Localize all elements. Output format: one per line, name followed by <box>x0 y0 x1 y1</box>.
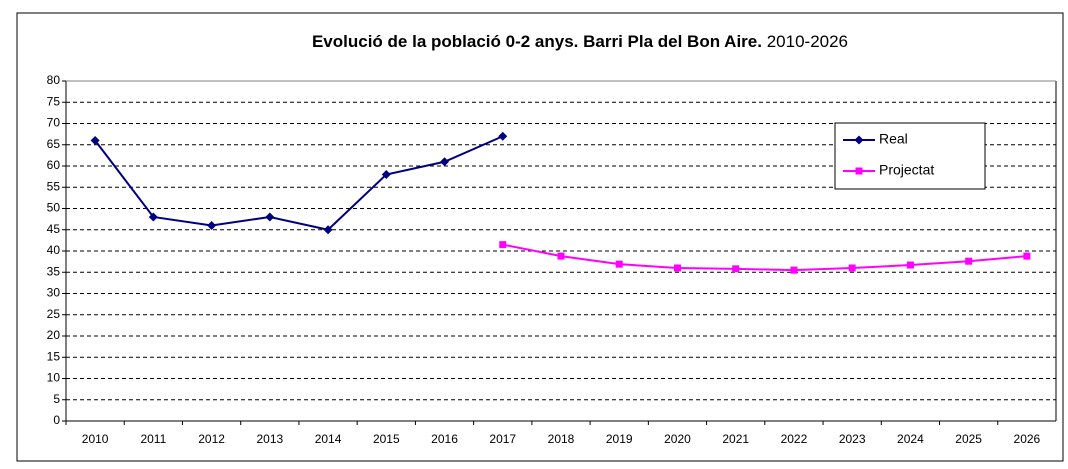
y-tick-label: 70 <box>47 116 61 130</box>
y-tick-label: 75 <box>47 94 61 108</box>
marker <box>848 264 856 272</box>
series-line <box>502 243 1027 272</box>
marker <box>965 257 973 265</box>
marker <box>790 266 798 274</box>
y-tick-label: 45 <box>47 222 61 236</box>
y-tick-label: 0 <box>53 413 60 427</box>
marker <box>732 265 740 273</box>
marker <box>207 221 217 230</box>
marker <box>499 241 507 249</box>
series-line <box>94 135 504 231</box>
y-tick-label: 5 <box>53 392 60 406</box>
y-tick-label: 50 <box>47 201 61 215</box>
y-tick-label: 20 <box>47 328 61 342</box>
y-tick-label: 35 <box>47 264 61 278</box>
x-tick-label: 2011 <box>140 432 166 446</box>
y-tick-label: 10 <box>47 371 61 385</box>
x-tick-label: 2016 <box>431 432 458 446</box>
marker <box>673 264 681 272</box>
marker <box>557 252 565 260</box>
title-main: Evolució de la població 0-2 anys. Barri … <box>312 32 762 51</box>
x-tick-label: 2026 <box>1014 432 1041 446</box>
marker <box>381 170 391 179</box>
x-tick-label: 2021 <box>722 432 749 446</box>
x-tick-label: 2024 <box>897 432 924 446</box>
x-tick-label: 2019 <box>606 432 633 446</box>
chart-title: Evolució de la població 0-2 anys. Barri … <box>312 32 848 51</box>
marker <box>148 212 158 222</box>
marker <box>90 136 100 145</box>
marker <box>265 212 275 222</box>
x-tick-label: 2023 <box>839 432 866 446</box>
y-tick-label: 80 <box>47 73 61 87</box>
x-tick-label: 2022 <box>781 432 808 446</box>
x-tick-label: 2012 <box>198 432 225 446</box>
x-tick-label: 2025 <box>955 432 982 446</box>
y-tick-label: 15 <box>47 349 61 363</box>
x-tick-label: 2015 <box>373 432 400 446</box>
x-tick-label: 2013 <box>256 432 283 446</box>
y-tick-label: 55 <box>47 179 61 193</box>
marker <box>1023 252 1031 260</box>
y-tick-label: 65 <box>47 137 61 151</box>
marker <box>854 135 864 145</box>
x-tick-label: 2018 <box>548 432 575 446</box>
title-years: 2010-2026 <box>767 32 848 51</box>
y-tick-label: 40 <box>47 243 61 257</box>
marker <box>440 157 450 167</box>
marker <box>855 167 863 175</box>
x-tick-label: 2020 <box>664 432 691 446</box>
marker <box>498 131 508 141</box>
marker <box>323 225 333 235</box>
legend <box>834 122 986 190</box>
x-tick-label: 2017 <box>489 432 516 446</box>
y-tick-label: 30 <box>47 286 61 300</box>
legend-label: Projectat <box>879 162 934 178</box>
marker <box>906 261 914 269</box>
y-tick-label: 25 <box>47 307 61 321</box>
legend-label: Real <box>879 131 908 147</box>
x-tick-label: 2014 <box>315 432 342 446</box>
y-tick-label: 60 <box>47 158 61 172</box>
marker <box>615 260 623 268</box>
x-tick-label: 2010 <box>82 432 109 446</box>
